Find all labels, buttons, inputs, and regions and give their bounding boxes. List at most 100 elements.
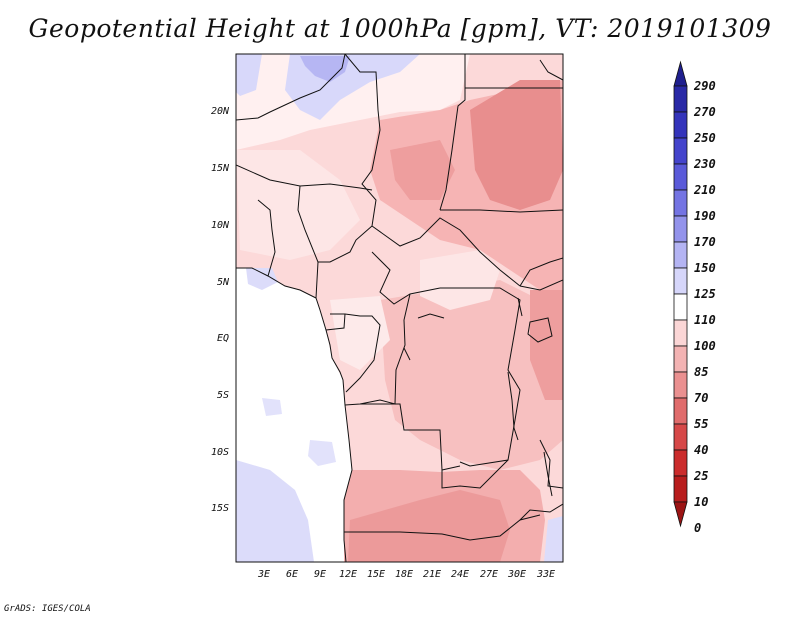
border: [519, 503, 563, 521]
colorbar: 2902702502302101901701501251101008570554…: [673, 60, 716, 535]
border: [344, 54, 381, 227]
border: [360, 403, 461, 471]
east-blue-patch: [544, 516, 563, 562]
lon-axis: 3E 6E 9E 12E 15E 18E 21E 24E 27E 30E 33E: [257, 569, 555, 580]
central-light-patch: [420, 250, 500, 310]
country-borders: [236, 54, 563, 562]
colorbar-segment: [673, 397, 688, 425]
colorbar-label: 25: [693, 469, 708, 483]
colorbar-segment: [673, 345, 688, 373]
lon-tick-label: 18E: [395, 569, 413, 580]
colorbar-label: 110: [694, 313, 716, 327]
colorbar-label: 250: [693, 131, 716, 145]
river: [403, 347, 411, 361]
colorbar-label: 70: [694, 391, 708, 405]
lon-tick-label: 12E: [339, 569, 357, 580]
border: [539, 59, 563, 81]
colorbar-label: 85: [694, 365, 708, 379]
lake-tanganyika: [507, 371, 519, 441]
border: [439, 54, 466, 211]
ocean-blue-patch-south: [236, 460, 314, 562]
lon-tick-label: 9E: [314, 569, 326, 580]
east-africa-low-core: [530, 290, 563, 400]
credit-text: GrADS: IGES/COLA: [4, 604, 91, 614]
colorbar-segment: [673, 319, 688, 347]
ocean-blue-patch-gulf: [246, 268, 278, 290]
colorbar-segment: [673, 189, 688, 217]
colorbar-segment: [673, 423, 688, 451]
border: [371, 217, 521, 287]
border: [297, 185, 319, 299]
sudan-low-core: [470, 80, 563, 210]
lat-tick-label: 10S: [211, 447, 229, 458]
colorbar-label: 190: [694, 209, 716, 223]
colorbar-segment: [673, 475, 688, 503]
colorbar-segment: [673, 111, 688, 139]
lat-tick-label: EQ: [217, 333, 229, 344]
lon-tick-label: 15E: [367, 569, 385, 580]
lon-tick-label: 33E: [536, 569, 555, 580]
border: [318, 225, 373, 263]
colorbar-label: 0: [694, 521, 701, 535]
colorbar-label: 210: [693, 183, 716, 197]
border: [440, 287, 521, 467]
lake-victoria: [527, 317, 553, 343]
border: [519, 279, 563, 291]
chart-title: Geopotential Height at 1000hPa [gpm], VT…: [28, 14, 772, 43]
colorbar-label: 270: [693, 105, 716, 119]
colorbar-segment: [673, 137, 688, 165]
lake-albert: [517, 297, 523, 317]
colorbar-segment: [673, 215, 688, 243]
border: [519, 257, 563, 287]
river: [417, 313, 445, 319]
high-value-core: [300, 56, 350, 82]
lon-tick-label: 6E: [286, 569, 298, 580]
lat-tick-label: 15S: [211, 503, 229, 514]
colorbar-label: 125: [694, 287, 716, 301]
lon-tick-label: 27E: [480, 569, 498, 580]
lon-tick-label: 30E: [507, 569, 526, 580]
lon-tick-label: 3E: [257, 569, 270, 580]
lon-tick-label: 21E: [423, 569, 441, 580]
congo-medium-area: [380, 280, 563, 470]
colorbar-segment: [673, 371, 688, 399]
colorbar-segment: [673, 449, 688, 477]
coastline: [236, 267, 353, 562]
colorbar-segment: [673, 163, 688, 191]
colorbar-label: 230: [693, 157, 716, 171]
colorbar-label: 170: [694, 235, 716, 249]
chad-low-core: [390, 140, 455, 200]
colorbar-segment: [673, 267, 688, 295]
lat-tick-label: 5N: [217, 277, 230, 288]
lat-tick-label: 5S: [217, 390, 229, 401]
plot-frame: [235, 53, 564, 563]
colorbar-label: 290: [693, 79, 716, 93]
border: [441, 459, 509, 489]
border: [330, 313, 381, 393]
rivers: [403, 313, 445, 361]
border: [325, 313, 346, 331]
border: [236, 164, 373, 191]
angola-low-core: [348, 490, 510, 562]
colorbar-label: 150: [694, 261, 716, 275]
lat-axis: 20N 15N 10N 5N EQ 5S 10S 15S: [211, 106, 230, 514]
border: [344, 293, 411, 406]
lat-tick-label: 15N: [211, 163, 230, 174]
border: [440, 209, 563, 213]
lat-tick-label: 20N: [211, 106, 230, 117]
border: [539, 439, 563, 489]
colorbar-top-arrow: [673, 60, 688, 87]
lon-tick-label: 24E: [451, 569, 469, 580]
ocean-blue-patch-south2: [308, 440, 336, 466]
map-plot-area: [236, 54, 563, 562]
colorbar-bottom-arrow: [673, 501, 688, 528]
colorbar-segment: [673, 241, 688, 269]
colorbar-label: 40: [694, 443, 708, 457]
colorbar-label: 55: [694, 417, 708, 431]
ocean-blue-patch-mid: [262, 398, 282, 416]
colorbar-segment: [673, 293, 688, 321]
lat-tick-label: 10N: [211, 220, 230, 231]
border: [257, 199, 276, 277]
lake-malawi: [543, 451, 553, 497]
